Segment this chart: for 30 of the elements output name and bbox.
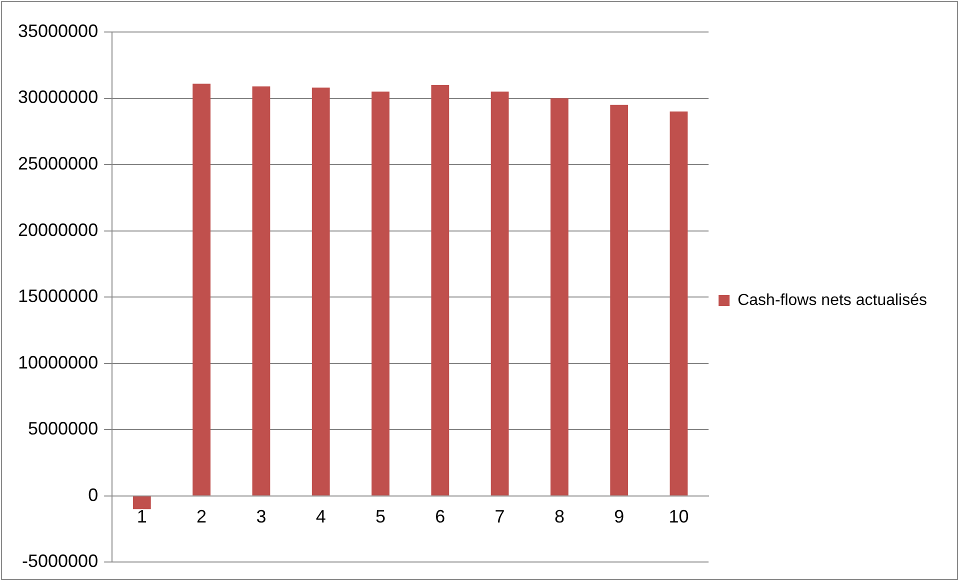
bar <box>670 112 688 496</box>
y-tick-label: 35000000 <box>18 20 98 41</box>
y-tick-label: 20000000 <box>18 220 98 240</box>
x-tick-label: 3 <box>256 506 266 527</box>
bar <box>372 92 390 496</box>
x-tick-label: 7 <box>494 506 505 527</box>
x-tick-label: 1 <box>136 506 147 527</box>
bar <box>490 92 509 496</box>
x-tick-label: 6 <box>435 506 446 527</box>
y-tick-label: 30000000 <box>18 87 98 108</box>
y-tick-label: 10000000 <box>18 352 98 372</box>
y-tick-label: 0 <box>88 484 98 505</box>
y-tick-label: 25000000 <box>18 154 98 174</box>
x-tick-label: 9 <box>614 506 624 527</box>
bar <box>192 84 211 496</box>
x-tick-label: 2 <box>196 506 207 527</box>
y-tick-label: 5000000 <box>28 418 98 439</box>
bar <box>252 86 270 496</box>
x-tick-label: 5 <box>376 506 386 527</box>
x-tick-label: 4 <box>316 506 326 527</box>
y-tick-label: 15000000 <box>18 286 98 306</box>
bar <box>431 85 450 496</box>
bar <box>312 88 330 496</box>
x-tick-label: 8 <box>554 506 564 527</box>
bar <box>132 496 151 510</box>
y-tick-label: -5000000 <box>22 551 98 572</box>
x-tick-label: 10 <box>668 506 689 527</box>
bar <box>550 98 568 496</box>
legend-label: Cash-flows nets actualisés <box>738 292 928 309</box>
bar <box>610 104 628 496</box>
